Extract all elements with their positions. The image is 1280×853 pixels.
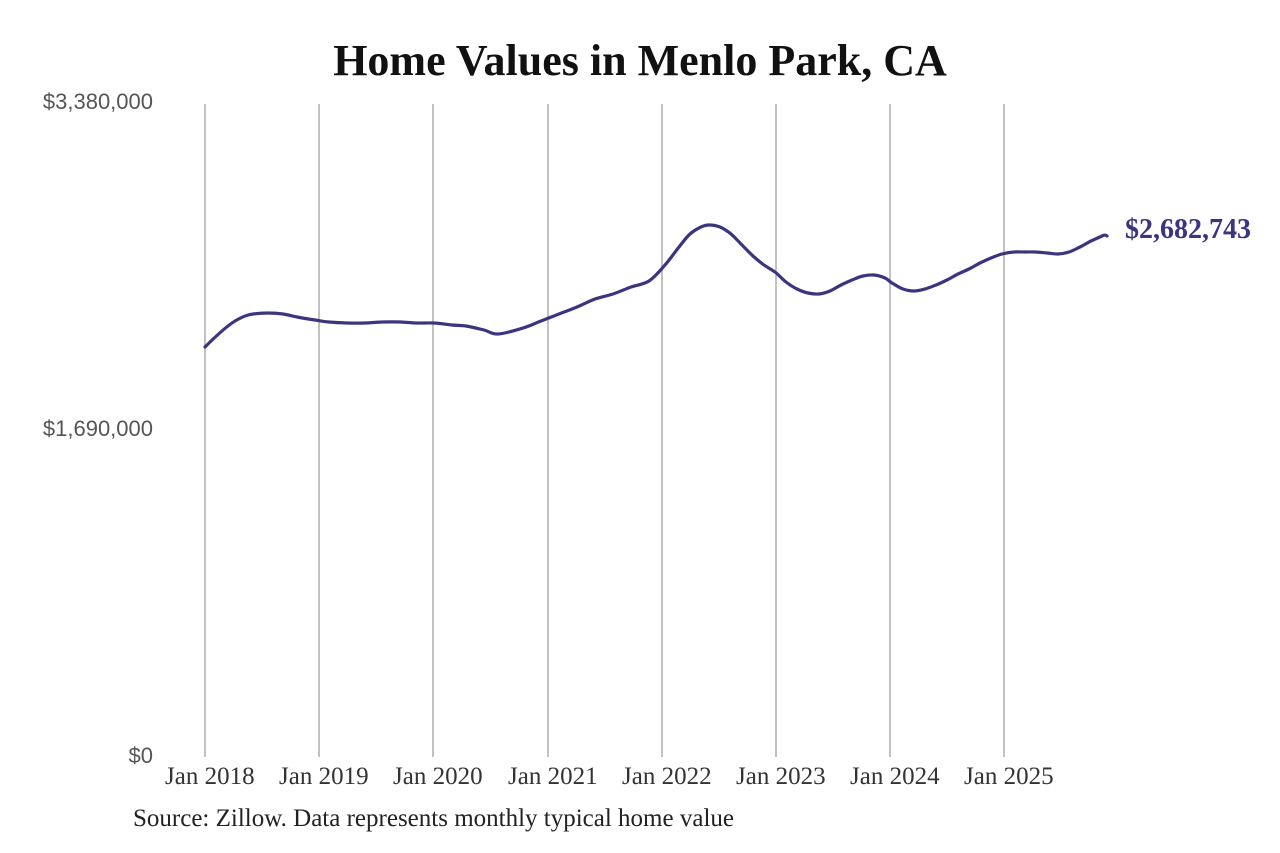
svg-text:$3,380,000: $3,380,000 xyxy=(43,89,153,114)
svg-text:Jan 2019: Jan 2019 xyxy=(279,763,369,790)
svg-text:Jan 2024: Jan 2024 xyxy=(850,763,940,790)
svg-text:Jan 2022: Jan 2022 xyxy=(622,763,712,790)
svg-text:Jan 2025: Jan 2025 xyxy=(964,763,1054,790)
svg-text:$2,682,743: $2,682,743 xyxy=(1125,214,1251,245)
svg-text:Jan 2023: Jan 2023 xyxy=(736,763,826,790)
svg-text:$0: $0 xyxy=(129,743,153,768)
svg-text:Jan 2018: Jan 2018 xyxy=(165,763,255,790)
svg-text:Jan 2020: Jan 2020 xyxy=(393,763,483,790)
svg-text:$1,690,000: $1,690,000 xyxy=(43,416,153,441)
svg-text:Jan 2021: Jan 2021 xyxy=(508,763,598,790)
